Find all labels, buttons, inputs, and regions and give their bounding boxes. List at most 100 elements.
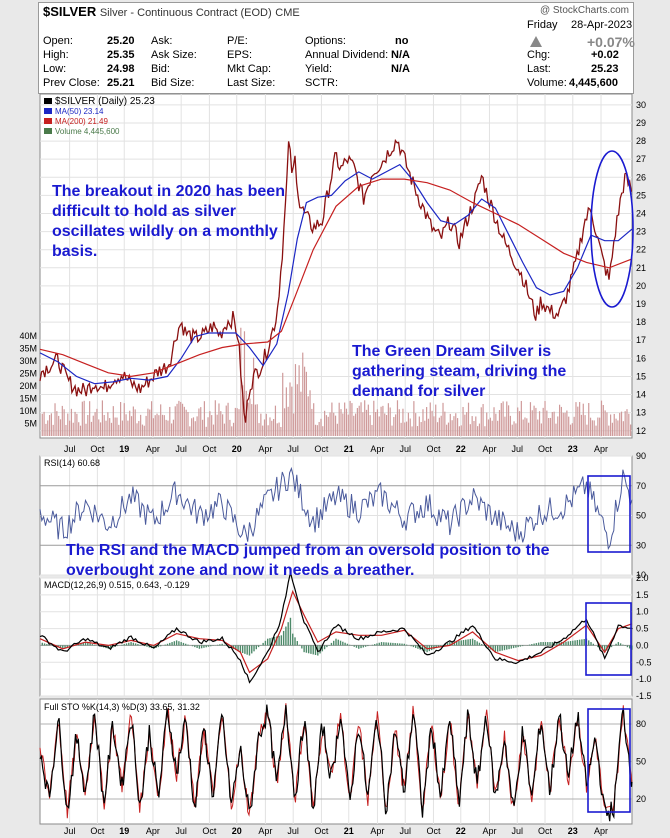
price-x-tick-18: 23 [568,444,578,454]
ma50-legend-entry: MA(50) 23.14 [55,107,104,116]
ma200-legend-entry-swatch [44,118,52,124]
price-tick-29: 29 [636,118,646,128]
stochastic-x-tick-15: Apr [482,826,496,836]
volume-legend-entry: Volume 4,445,600 [55,127,120,136]
price-x-tick-12: Jul [399,444,411,454]
sctr-label: SCTR: [305,77,338,89]
price-series-line [39,138,633,423]
options-label: Options: [305,35,346,47]
symbol: $SILVER [43,4,97,19]
day: Friday [527,19,558,31]
price-x-tick-6: 20 [232,444,242,454]
price-x-tick-9: Oct [314,444,329,454]
stochastic-x-tick-4: Jul [175,826,187,836]
price-tick-23: 23 [636,227,646,237]
stochastic-x-tick-10: 21 [344,826,354,836]
stochastic-legend: Full STO %K(14,3) %D(3) 33.65, 31.32 [44,702,200,712]
chg-value: +0.02 [591,49,619,61]
price-tick-14: 14 [636,390,646,400]
rsi-tick-50: 50 [636,511,646,521]
rsi-tick-30: 30 [636,540,646,550]
symbol-title: $SILVER Silver - Continuous Contract (EO… [43,4,300,19]
annotation-breakout: The breakout in 2020 has been difficult … [52,183,285,260]
stochastic-k-line [39,704,633,822]
prev-close-label: Prev Close: [43,77,100,89]
volume-tick-35M: 35M [19,344,37,354]
stochastic-x-tick-11: Apr [370,826,384,836]
volume-tick-30M: 30M [19,356,37,366]
dividend-value: N/A [391,49,410,61]
price-x-tick-8: Jul [287,444,299,454]
ma200-series-line [39,178,633,378]
price-tick-21: 21 [636,263,646,273]
high-label: High: [43,49,69,61]
price-x-tick-13: Oct [426,444,441,454]
ask-label: Ask: [151,35,173,47]
price-x-tick-14: 22 [456,444,466,454]
open-label: Open: [43,35,73,47]
low-value: 24.98 [107,63,135,75]
price-x-tick-17: Oct [538,444,553,454]
options-value: no [395,35,409,47]
price-legend-entry-swatch [44,98,52,104]
low-label: Low: [43,63,67,75]
up-arrow-icon [530,36,542,47]
stochastic-x-tick-0: Jul [64,826,76,836]
ma200-legend-entry: MA(200) 21.49 [55,117,108,126]
rsi-tick-70: 70 [636,481,646,491]
stochastic-highlight-box [587,708,631,813]
price-tick-25: 25 [636,190,646,200]
price-tick-20: 20 [636,281,646,291]
yield-value: N/A [391,63,410,75]
macd-tick-1: 1.0 [636,607,649,617]
rsi-legend: RSI(14) 60.68 [44,458,100,468]
stochastic-x-tick-5: Oct [202,826,217,836]
stochastic-x-tick-12: Jul [399,826,411,836]
macd-highlight-box [585,602,632,676]
mkt-cap-label: Mkt Cap: [227,63,272,75]
price-panel [39,93,633,439]
bid-label: Bid: [151,63,170,75]
macd-tick--1: -1.0 [636,674,652,684]
volume-legend-entry-swatch [44,128,52,134]
stochastic-x-tick-13: Oct [426,826,441,836]
volume-tick-20M: 20M [19,381,37,391]
prev-close-value: 25.21 [107,77,135,89]
rsi-series-line [39,466,633,551]
price-tick-13: 13 [636,408,646,418]
volume-label: Volume: [527,77,567,89]
percent-change: +0.07% [587,34,635,50]
stochastic-x-tick-3: Apr [146,826,160,836]
volume-tick-40M: 40M [19,331,37,341]
volume-tick-5M: 5M [24,419,37,429]
stochastic-x-tick-1: Oct [90,826,105,836]
price-tick-16: 16 [636,353,646,363]
price-x-tick-3: Apr [146,444,160,454]
date: 28-Apr-2023 [571,19,633,31]
price-x-tick-7: Apr [258,444,272,454]
pe-label: P/E: [227,35,248,47]
volume-value: 4,445,600 [569,77,618,89]
price-tick-27: 27 [636,154,646,164]
volume-tick-10M: 10M [19,406,37,416]
macd-tick-1.5: 1.5 [636,590,649,600]
stochastic-x-tick-2: 19 [119,826,129,836]
macd-line [39,572,633,684]
macd-tick--0.5: -0.5 [636,657,652,667]
macd-tick-0.5: 0.5 [636,624,649,634]
yield-label: Yield: [305,63,333,75]
macd-legend: MACD(12,26,9) 0.515, 0.643, -0.129 [44,580,190,590]
eps-label: EPS: [227,49,253,61]
volume-tick-15M: 15M [19,394,37,404]
price-highlight-ellipse [590,150,634,308]
symbol-description: Silver - Continuous Contract (EOD) [99,7,272,19]
macd-tick-0: 0.0 [636,640,649,650]
rsi-tick-90: 90 [636,451,646,461]
price-x-tick-16: Jul [511,444,523,454]
macd-signal-line [39,589,633,674]
high-value: 25.35 [107,49,135,61]
annotation-rsi-macd: The RSI and the MACD jumped from an over… [66,542,550,579]
open-value: 25.20 [107,35,135,47]
